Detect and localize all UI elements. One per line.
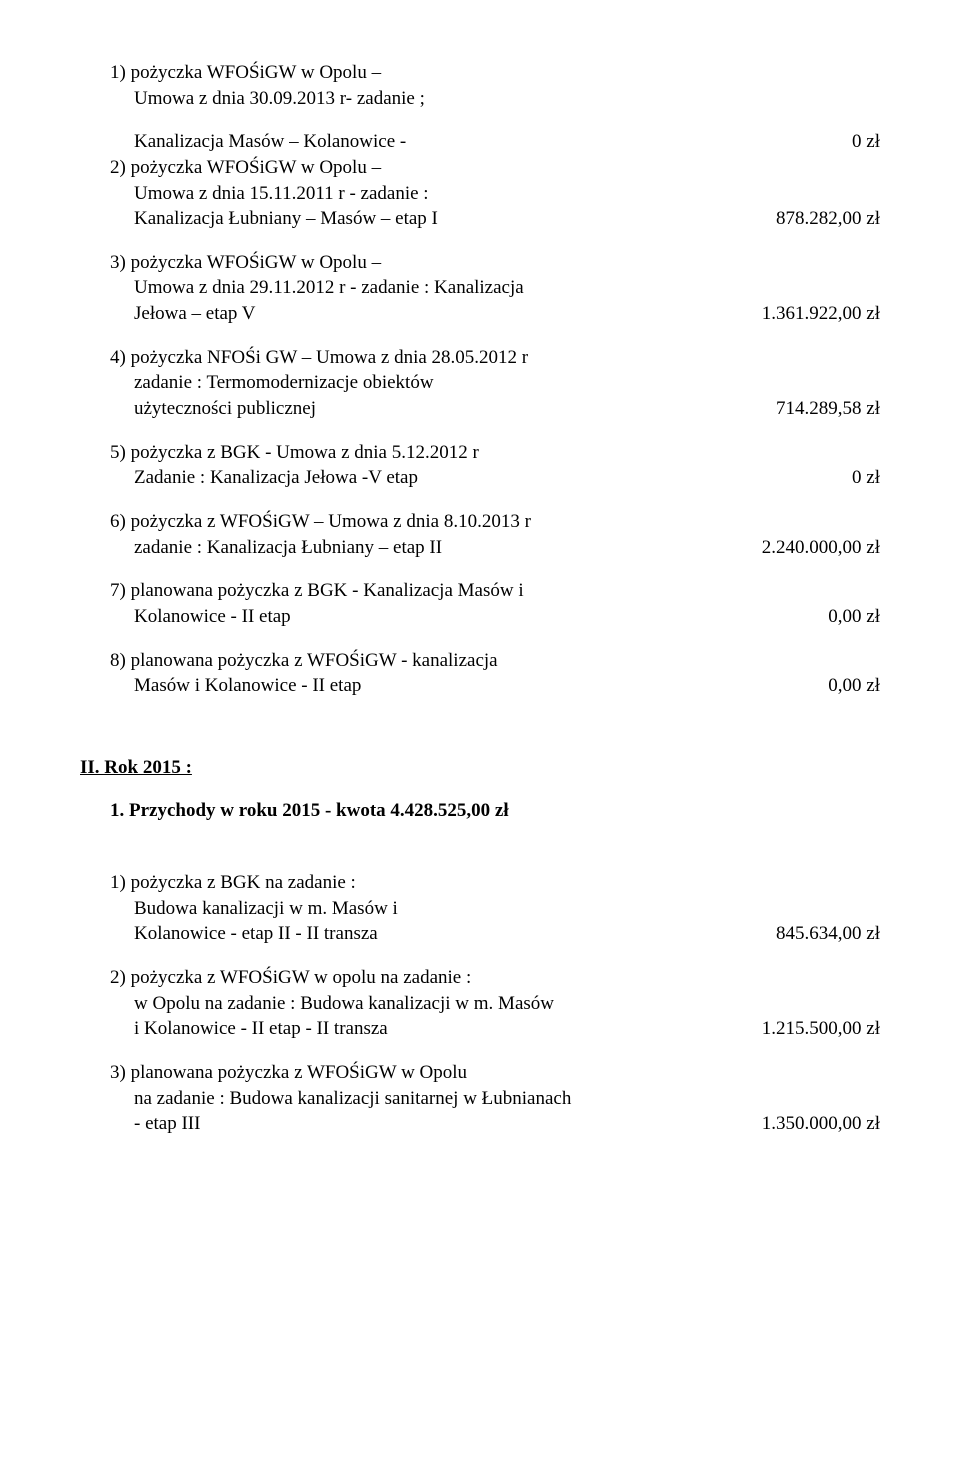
text-line: Kolanowice - etap II - II transza	[80, 921, 378, 947]
text-line: na zadanie : Budowa kanalizacji sanitarn…	[80, 1086, 880, 1112]
text-line: i Kolanowice - II etap - II transza	[80, 1016, 388, 1042]
list-item: 7) planowana pożyczka z BGK - Kanalizacj…	[80, 578, 880, 629]
amount-value: 1.350.000,00 zł	[742, 1111, 880, 1137]
text-line: 7) planowana pożyczka z BGK - Kanalizacj…	[80, 578, 880, 604]
text-line: 4) pożyczka NFOŚi GW – Umowa z dnia 28.0…	[80, 345, 880, 371]
amount-value: 0 zł	[832, 129, 880, 155]
text-line: Kanalizacja Masów – Kolanowice -	[80, 129, 406, 155]
amount-value: 1.361.922,00 zł	[742, 301, 880, 327]
amount-value: 878.282,00 zł	[756, 206, 880, 232]
text-line: Masów i Kolanowice - II etap	[80, 673, 361, 699]
text-line: Jełowa – etap V	[80, 301, 256, 327]
text-line: 1) pożyczka z BGK na zadanie :	[80, 870, 880, 896]
text-line: 2) pożyczka z WFOŚiGW w opolu na zadanie…	[80, 965, 880, 991]
amount-value: 0 zł	[832, 465, 880, 491]
list-item: 2) pożyczka z WFOŚiGW w opolu na zadanie…	[80, 965, 880, 1042]
text-line: - etap III	[80, 1111, 200, 1137]
text-line: 6) pożyczka z WFOŚiGW – Umowa z dnia 8.1…	[80, 509, 880, 535]
text-line: zadanie : Kanalizacja Łubniany – etap II	[80, 535, 442, 561]
text-line: 5) pożyczka z BGK - Umowa z dnia 5.12.20…	[80, 440, 880, 466]
subsection-line: 1. Przychody w roku 2015 - kwota 4.428.5…	[80, 798, 880, 824]
text-line: użyteczności publicznej	[80, 396, 316, 422]
list-item: 3) planowana pożyczka z WFOŚiGW w Opolu …	[80, 1060, 880, 1137]
list-item: 5) pożyczka z BGK - Umowa z dnia 5.12.20…	[80, 440, 880, 491]
text-line: w Opolu na zadanie : Budowa kanalizacji …	[80, 991, 880, 1017]
text-line: 8) planowana pożyczka z WFOŚiGW - kanali…	[80, 648, 880, 674]
list-item: 1) pożyczka z BGK na zadanie : Budowa ka…	[80, 870, 880, 947]
list-item: 8) planowana pożyczka z WFOŚiGW - kanali…	[80, 648, 880, 699]
amount-value: 1.215.500,00 zł	[742, 1016, 880, 1042]
section-title: II. Rok 2015 :	[80, 755, 880, 781]
text-line: Budowa kanalizacji w m. Masów i	[80, 896, 880, 922]
list-item: 1) pożyczka WFOŚiGW w Opolu – Umowa z dn…	[80, 60, 880, 155]
text-line: Umowa z dnia 30.09.2013 r- zadanie ;	[80, 86, 880, 112]
text-line: zadanie : Termomodernizacje obiektów	[80, 370, 880, 396]
list-item: 6) pożyczka z WFOŚiGW – Umowa z dnia 8.1…	[80, 509, 880, 560]
amount-value: 0,00 zł	[808, 604, 880, 630]
text-line: 3) planowana pożyczka z WFOŚiGW w Opolu	[80, 1060, 880, 1086]
list-item: 4) pożyczka NFOŚi GW – Umowa z dnia 28.0…	[80, 345, 880, 422]
list-item: 2) pożyczka WFOŚiGW w Opolu – Umowa z dn…	[80, 155, 880, 232]
text-line: Umowa z dnia 15.11.2011 r - zadanie :	[80, 181, 880, 207]
amount-value: 2.240.000,00 zł	[742, 535, 880, 561]
text-line: Kolanowice - II etap	[80, 604, 291, 630]
text-line: 1) pożyczka WFOŚiGW w Opolu –	[80, 60, 880, 86]
text-line: Zadanie : Kanalizacja Jełowa -V etap	[80, 465, 418, 491]
amount-value: 714.289,58 zł	[756, 396, 880, 422]
text-line: Umowa z dnia 29.11.2012 r - zadanie : Ka…	[80, 275, 880, 301]
text-line: 3) pożyczka WFOŚiGW w Opolu –	[80, 250, 880, 276]
amount-value: 845.634,00 zł	[756, 921, 880, 947]
amount-value: 0,00 zł	[808, 673, 880, 699]
text-line: 2) pożyczka WFOŚiGW w Opolu –	[80, 155, 880, 181]
text-line: Kanalizacja Łubniany – Masów – etap I	[80, 206, 438, 232]
list-item: 3) pożyczka WFOŚiGW w Opolu – Umowa z dn…	[80, 250, 880, 327]
